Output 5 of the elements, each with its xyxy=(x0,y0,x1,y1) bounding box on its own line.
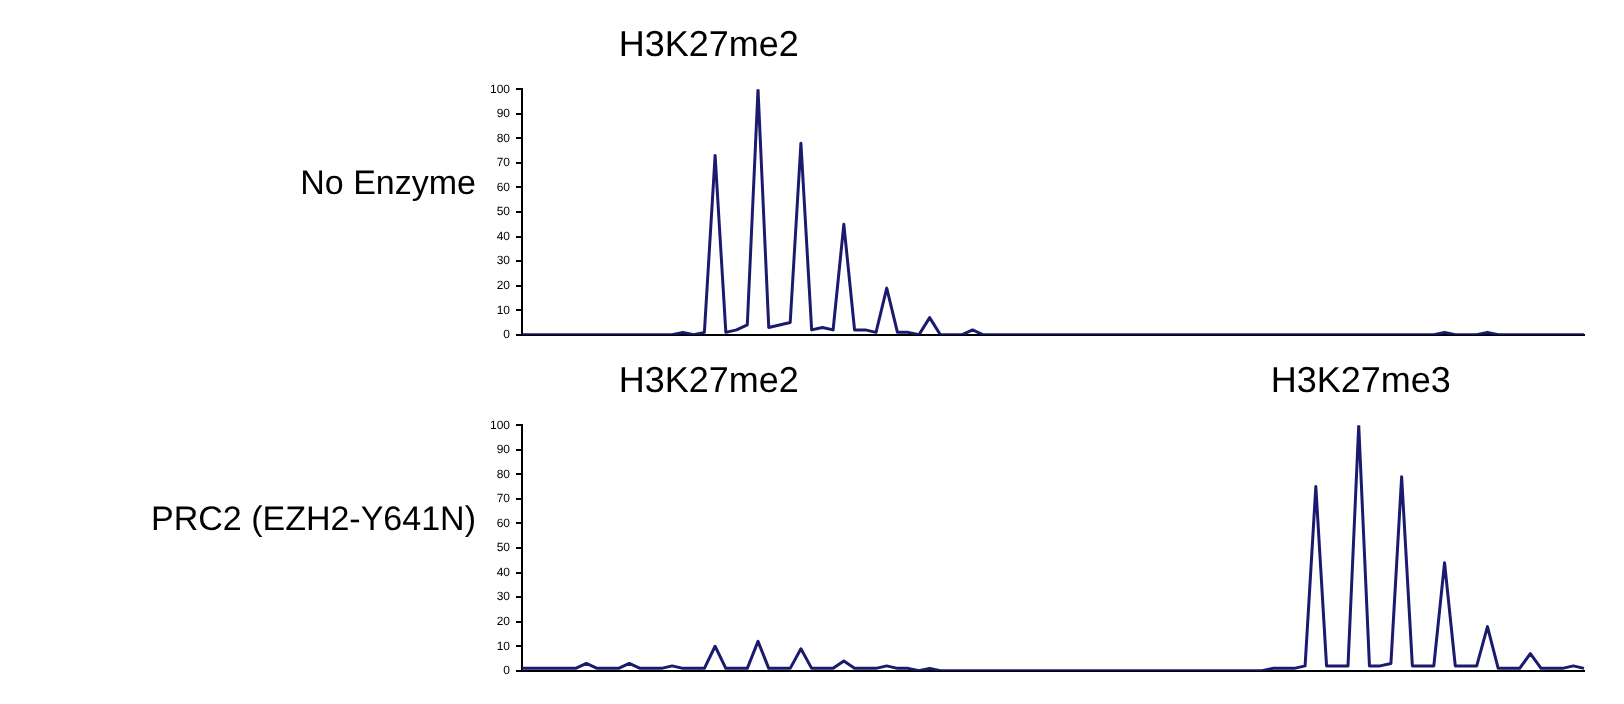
text: H3K27me2 xyxy=(618,24,799,66)
text: H3K27me2 xyxy=(618,360,799,402)
y-axis-title: PRC2 (EZH2-Y641N) xyxy=(149,498,478,542)
y-axis-title: No Enzyme xyxy=(298,162,478,206)
text: H3K27me3 xyxy=(1270,360,1451,402)
